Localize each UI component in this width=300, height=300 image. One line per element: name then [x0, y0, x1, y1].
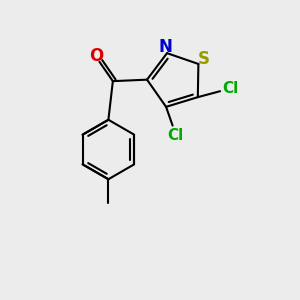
Text: Cl: Cl [222, 81, 239, 96]
Text: S: S [198, 50, 210, 68]
Text: Cl: Cl [167, 128, 183, 142]
Text: N: N [159, 38, 172, 56]
Text: O: O [89, 47, 103, 65]
